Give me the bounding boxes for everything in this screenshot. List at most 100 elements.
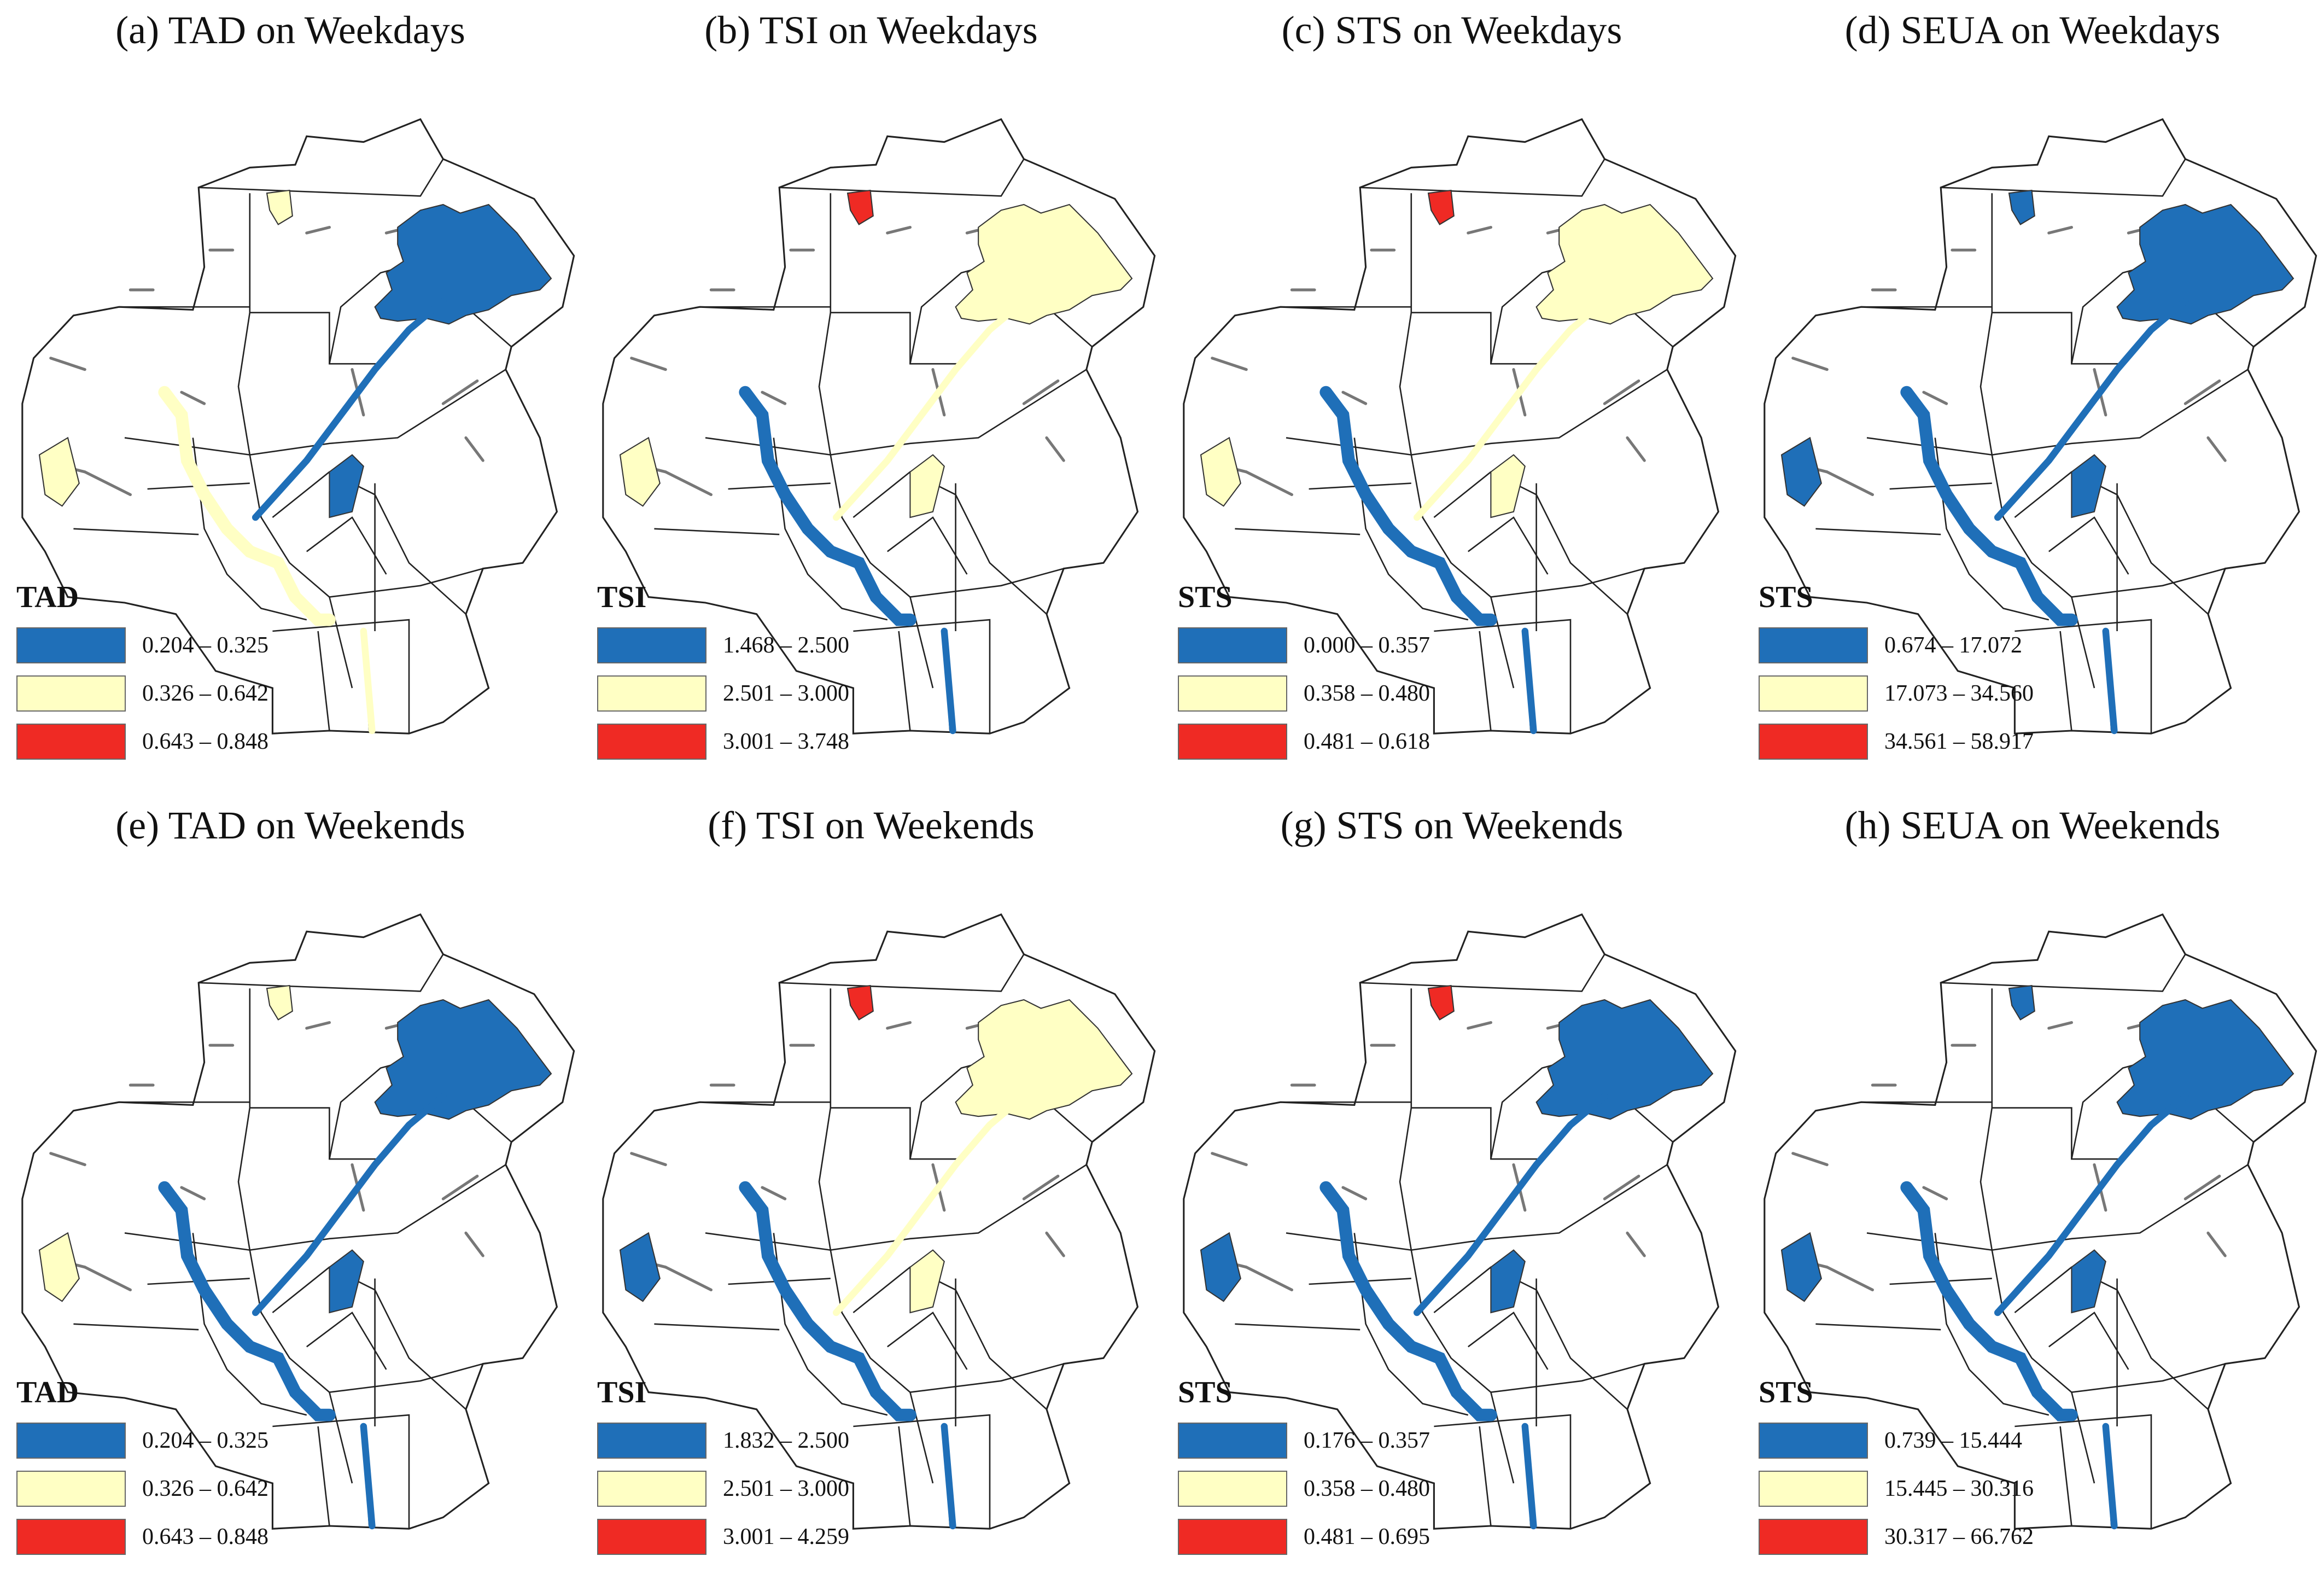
legend-row-low: 0.204 – 0.325	[16, 1420, 268, 1461]
legend: TSI 1.468 – 2.500 2.501 – 3.000 3.001 – …	[597, 580, 849, 769]
legend-title: STS	[1178, 1376, 1233, 1409]
legend-range-high: 34.561 – 58.917	[1884, 729, 2034, 754]
swatch-high	[1178, 1519, 1287, 1555]
legend-title: TSI	[597, 580, 647, 614]
legend-range-mid: 0.358 – 0.480	[1304, 1476, 1430, 1501]
legend-title: TSI	[597, 1376, 647, 1409]
legend-title: STS	[1759, 580, 1813, 614]
legend-row-low: 0.204 – 0.325	[16, 625, 268, 666]
swatch-high	[1759, 724, 1868, 760]
legend-range-low: 0.204 – 0.325	[142, 633, 268, 658]
swatch-low	[16, 1423, 126, 1459]
legend-range-high: 0.481 – 0.618	[1304, 729, 1430, 754]
legend-row-mid: 0.358 – 0.480	[1178, 673, 1430, 714]
legend-row-high: 30.317 – 66.762	[1759, 1516, 2034, 1558]
legend-row-low: 0.176 – 0.357	[1178, 1420, 1430, 1461]
legend-range-low: 0.739 – 15.444	[1884, 1428, 2022, 1453]
swatch-high	[1759, 1519, 1868, 1555]
legend-range-high: 3.001 – 4.259	[723, 1524, 849, 1549]
legend: TAD 0.204 – 0.325 0.326 – 0.642 0.643 – …	[16, 1375, 268, 1564]
legend-range-mid: 2.501 – 3.000	[723, 1476, 849, 1501]
legend: TSI 1.832 – 2.500 2.501 – 3.000 3.001 – …	[597, 1375, 849, 1564]
panel-title: (f) TSI on Weekends	[708, 803, 1035, 847]
legend-range-low: 0.000 – 0.357	[1304, 633, 1430, 658]
map-panel-h: (h) SEUA on Weekends STS 0.739 – 15.444 …	[1742, 795, 2323, 1590]
legend-title: STS	[1759, 1376, 1813, 1409]
map-panel-f: (f) TSI on Weekends TSI 1.832 – 2.500 2.…	[581, 795, 1161, 1590]
legend-row-low: 0.674 – 17.072	[1759, 625, 2034, 666]
swatch-high	[1178, 724, 1287, 760]
legend-row-high: 0.643 – 0.848	[16, 721, 268, 762]
legend-range-mid: 0.326 – 0.642	[142, 1476, 268, 1501]
swatch-mid	[1759, 675, 1868, 712]
legend: STS 0.000 – 0.357 0.358 – 0.480 0.481 – …	[1178, 580, 1430, 769]
swatch-mid	[16, 1471, 126, 1507]
legend-row-high: 0.481 – 0.695	[1178, 1516, 1430, 1558]
legend-row-high: 34.561 – 58.917	[1759, 721, 2034, 762]
legend-range-mid: 17.073 – 34.560	[1884, 681, 2034, 706]
legend-range-low: 1.832 – 2.500	[723, 1428, 849, 1453]
panel-title: (g) STS on Weekends	[1280, 803, 1624, 847]
panel-title: (e) TAD on Weekends	[115, 803, 465, 847]
legend-range-mid: 0.358 – 0.480	[1304, 681, 1430, 706]
legend-row-mid: 15.445 – 30.316	[1759, 1468, 2034, 1510]
map-panel-e: (e) TAD on Weekends TAD 0.204 – 0.325 0.…	[0, 795, 581, 1590]
swatch-low	[597, 627, 706, 663]
legend-range-mid: 15.445 – 30.316	[1884, 1476, 2034, 1501]
legend-range-mid: 0.326 – 0.642	[142, 681, 268, 706]
legend: STS 0.176 – 0.357 0.358 – 0.480 0.481 – …	[1178, 1375, 1430, 1564]
swatch-mid	[16, 675, 126, 712]
legend: STS 0.739 – 15.444 15.445 – 30.316 30.31…	[1759, 1375, 2034, 1564]
map-panel-b: (b) TSI on Weekdays TSI 1.468 – 2.500 2.…	[581, 0, 1161, 795]
swatch-mid	[597, 1471, 706, 1507]
map-panel-a: (a) TAD on Weekdays TAD 0.204 – 0.325 0.…	[0, 0, 581, 795]
legend-range-high: 0.643 – 0.848	[142, 1524, 268, 1549]
swatch-low	[597, 1423, 706, 1459]
legend-row-high: 3.001 – 4.259	[597, 1516, 849, 1558]
legend-title: STS	[1178, 580, 1233, 614]
legend-title: TAD	[16, 1376, 79, 1409]
legend-range-low: 0.674 – 17.072	[1884, 633, 2022, 658]
swatch-high	[597, 1519, 706, 1555]
panel-title: (d) SEUA on Weekdays	[1844, 8, 2221, 52]
map-panel-g: (g) STS on Weekends STS 0.176 – 0.357 0.…	[1161, 795, 1742, 1590]
legend-row-high: 0.643 – 0.848	[16, 1516, 268, 1558]
legend-title: TAD	[16, 580, 79, 614]
legend-row-mid: 2.501 – 3.000	[597, 673, 849, 714]
swatch-high	[16, 1519, 126, 1555]
legend-row-mid: 17.073 – 34.560	[1759, 673, 2034, 714]
panel-title: (h) SEUA on Weekends	[1844, 803, 2221, 847]
swatch-high	[16, 724, 126, 760]
swatch-low	[1178, 1423, 1287, 1459]
legend-row-mid: 0.326 – 0.642	[16, 1468, 268, 1510]
map-panel-d: (d) SEUA on Weekdays STS 0.674 – 17.072 …	[1742, 0, 2323, 795]
legend-row-high: 0.481 – 0.618	[1178, 721, 1430, 762]
legend-row-low: 0.739 – 15.444	[1759, 1420, 2034, 1461]
swatch-mid	[597, 675, 706, 712]
legend-row-mid: 0.358 – 0.480	[1178, 1468, 1430, 1510]
legend-row-high: 3.001 – 3.748	[597, 721, 849, 762]
panel-title: (a) TAD on Weekdays	[115, 8, 465, 52]
swatch-mid	[1178, 1471, 1287, 1507]
legend-row-mid: 2.501 – 3.000	[597, 1468, 849, 1510]
panel-title: (b) TSI on Weekdays	[704, 8, 1038, 52]
swatch-low	[1759, 1423, 1868, 1459]
panel-title: (c) STS on Weekdays	[1281, 8, 1622, 52]
legend-range-high: 30.317 – 66.762	[1884, 1524, 2034, 1549]
legend-row-mid: 0.326 – 0.642	[16, 673, 268, 714]
legend-row-low: 1.468 – 2.500	[597, 625, 849, 666]
swatch-high	[597, 724, 706, 760]
swatch-low	[16, 627, 126, 663]
legend-range-high: 0.643 – 0.848	[142, 729, 268, 754]
swatch-mid	[1178, 675, 1287, 712]
legend-row-low: 1.832 – 2.500	[597, 1420, 849, 1461]
swatch-mid	[1759, 1471, 1868, 1507]
legend-range-low: 0.176 – 0.357	[1304, 1428, 1430, 1453]
legend-range-low: 1.468 – 2.500	[723, 633, 849, 658]
legend-range-mid: 2.501 – 3.000	[723, 681, 849, 706]
swatch-low	[1178, 627, 1287, 663]
map-panel-c: (c) STS on Weekdays STS 0.000 – 0.357 0.…	[1161, 0, 1742, 795]
swatch-low	[1759, 627, 1868, 663]
legend: TAD 0.204 – 0.325 0.326 – 0.642 0.643 – …	[16, 580, 268, 769]
legend-range-high: 0.481 – 0.695	[1304, 1524, 1430, 1549]
